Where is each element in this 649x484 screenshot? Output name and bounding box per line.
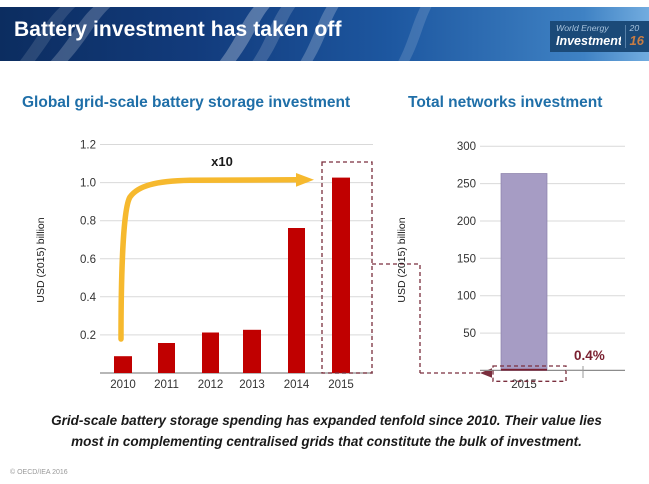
svg-text:300: 300	[457, 141, 476, 153]
svg-text:50: 50	[463, 328, 476, 340]
svg-text:USD (2015) billion: USD (2015) billion	[396, 217, 408, 302]
svg-text:0.4%: 0.4%	[574, 348, 605, 363]
svg-text:200: 200	[457, 216, 476, 228]
svg-text:150: 150	[457, 253, 476, 265]
svg-text:100: 100	[457, 291, 476, 303]
svg-text:250: 250	[457, 179, 476, 191]
